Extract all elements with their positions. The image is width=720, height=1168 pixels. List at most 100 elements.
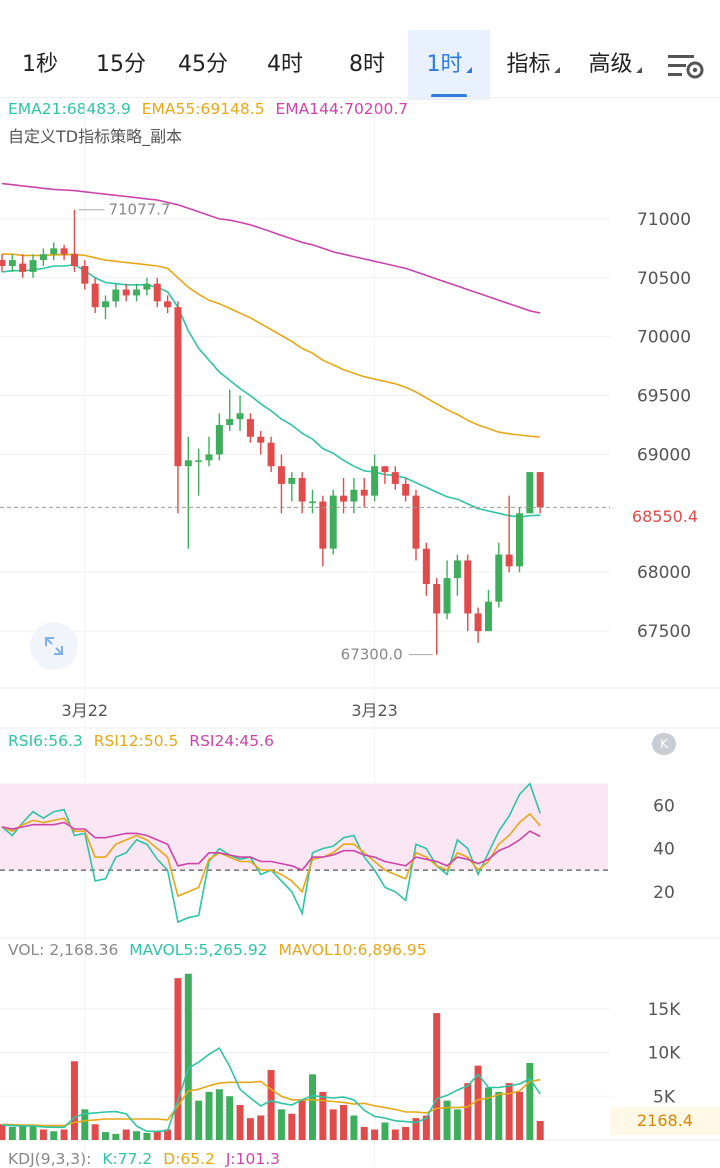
candle-body (39, 254, 47, 261)
last-price-tag: 68550.4 (610, 503, 720, 530)
candle-body (164, 301, 172, 308)
price-axis-label: 70000 (637, 328, 691, 348)
tab-8h[interactable]: 8时 (326, 30, 408, 100)
dropdown-triangle-icon (465, 67, 472, 73)
ema21-line (1, 263, 541, 518)
vol-label: VOL: 2,168.36 (8, 941, 119, 959)
candle (536, 472, 544, 514)
tab-15m[interactable]: 15分 (80, 30, 162, 100)
tab-1h[interactable]: 1时 (408, 30, 490, 100)
rsi24-label: RSI24:45.6 (189, 732, 274, 750)
candle-body (391, 472, 399, 484)
candle (8, 254, 16, 272)
volume-bar (102, 1132, 109, 1140)
volume-bar (422, 1115, 430, 1140)
candle (495, 542, 503, 608)
last-volume-value: 2168.4 (637, 1111, 693, 1130)
volume-bar (0, 1124, 6, 1140)
candle-body (174, 307, 182, 467)
rsi-axis-label: 20 (653, 883, 675, 903)
candle-body (29, 260, 37, 272)
candle (246, 413, 254, 443)
kdj-j-label: J:101.3 (225, 1150, 280, 1168)
volume-pane (0, 973, 544, 1140)
fullscreen-button[interactable] (30, 622, 78, 670)
volume-bar (412, 1118, 420, 1140)
tab-label: 4时 (267, 52, 303, 77)
price-axis-label: 70500 (637, 269, 691, 289)
expand-icon (45, 637, 63, 655)
price-axis-label: 67500 (637, 622, 691, 642)
candle (164, 295, 172, 314)
candle-body (8, 260, 16, 266)
candle (257, 430, 265, 455)
volume-bar (143, 1133, 151, 1140)
volume-bar (81, 1109, 89, 1140)
candle-body (112, 289, 120, 302)
ema55-label: EMA55:69148.5 (141, 100, 265, 118)
volume-bar (133, 1131, 141, 1140)
candle (381, 466, 389, 484)
tab-1s[interactable]: 1秒 (0, 30, 80, 100)
volume-bar (402, 1126, 410, 1140)
mavol10-line (1, 1078, 541, 1127)
candle-body (329, 495, 337, 549)
tab-label: 高级 (588, 52, 633, 77)
candle-body (133, 289, 141, 296)
candle (474, 607, 482, 643)
tab-4h[interactable]: 4时 (244, 30, 326, 100)
ema144-line (1, 182, 541, 314)
volume-bar (360, 1126, 368, 1140)
candle-body (526, 472, 534, 514)
candle (453, 554, 461, 596)
candle-body (350, 489, 358, 502)
volume-bar (205, 1091, 213, 1140)
volume-bar (484, 1087, 492, 1140)
candle-body (298, 478, 306, 502)
candle (433, 578, 441, 655)
candle (184, 436, 192, 549)
tab-label: 指标 (506, 52, 551, 77)
rsi-collapse-button[interactable]: K (652, 733, 676, 755)
rsi-pane (0, 782, 608, 924)
candle (122, 283, 130, 302)
candle (91, 277, 99, 314)
tab-45m[interactable]: 45分 (162, 30, 244, 100)
candle (70, 209, 78, 272)
candle-body (360, 489, 368, 496)
candle-body (516, 513, 523, 567)
candle-body (371, 466, 379, 496)
volume-bar (8, 1126, 16, 1140)
candle (236, 395, 244, 431)
dropdown-triangle-icon (635, 67, 642, 73)
volume-bar (215, 1089, 223, 1140)
candle-body (277, 466, 285, 484)
tab-indicators[interactable]: 指标 (492, 30, 574, 100)
candle-body (60, 248, 68, 255)
candle-body (495, 554, 503, 602)
rsi12-label: RSI12:50.5 (93, 732, 179, 750)
candle (526, 472, 534, 514)
tab-advanced[interactable]: 高级 (574, 30, 656, 100)
chart-settings-icon[interactable] (666, 52, 706, 80)
volume-bar (267, 1070, 275, 1140)
candle-body (453, 560, 461, 579)
candle (340, 478, 348, 514)
candle-body (19, 263, 27, 272)
candle-body (226, 419, 234, 425)
candle (309, 489, 316, 514)
candle-body (91, 283, 99, 308)
dropdown-triangle-icon (553, 67, 560, 73)
candle (153, 277, 161, 308)
active-tab-indicator (431, 94, 467, 98)
candle-body (50, 248, 58, 255)
volume-bar (195, 1100, 203, 1140)
candle-body (464, 560, 472, 614)
candle-body (122, 289, 130, 296)
candle (298, 472, 306, 514)
candle-body (143, 283, 151, 290)
candle-body (309, 501, 316, 504)
candle-body (70, 254, 78, 266)
candle-body (0, 260, 6, 266)
